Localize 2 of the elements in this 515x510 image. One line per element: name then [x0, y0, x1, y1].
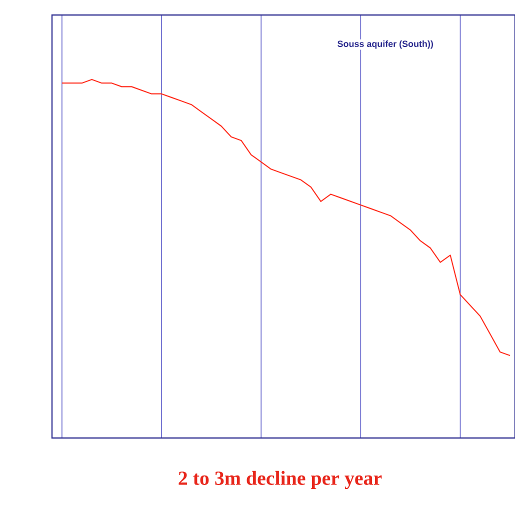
text: Souss aquifer (South)) [338, 40, 433, 49]
text: 2 to 3m decline per year [178, 470, 382, 490]
